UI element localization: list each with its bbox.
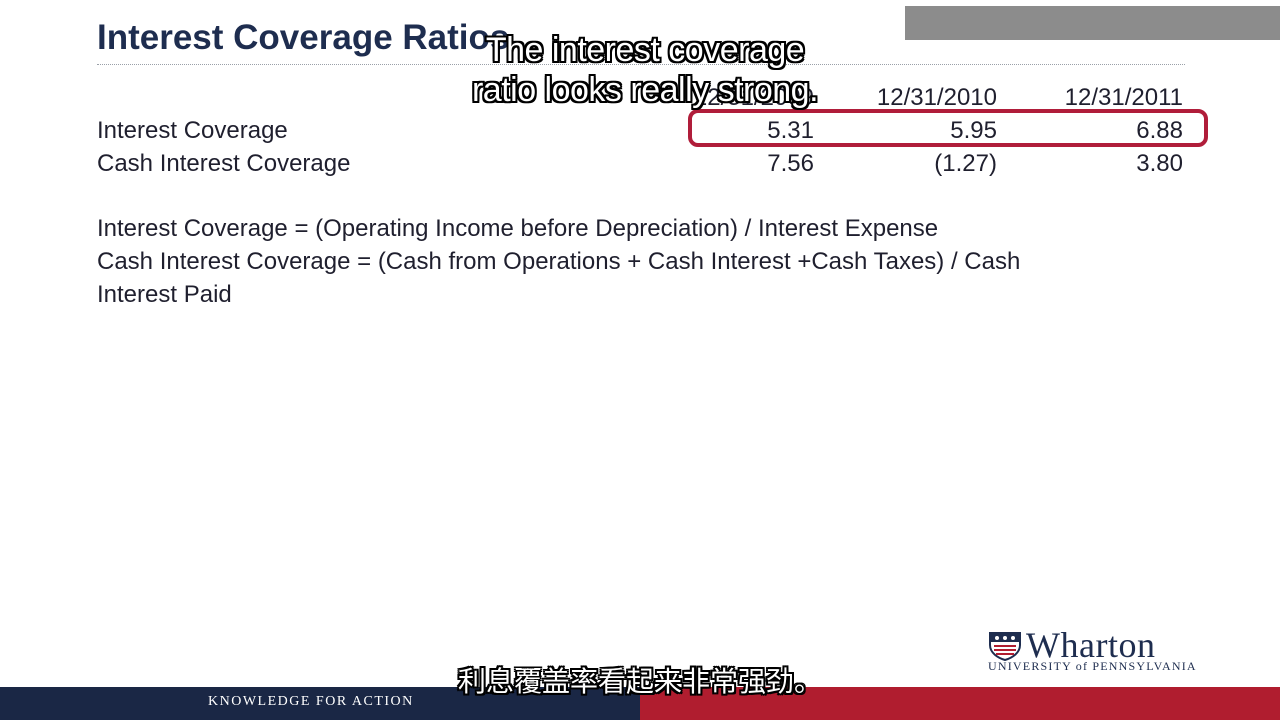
logo-subtitle: UNIVERSITY of PENNSYLVANIA [988, 659, 1197, 673]
column-header-2011: 12/31/2011 [1064, 84, 1183, 111]
top-gray-bar [905, 6, 1280, 40]
title-divider [97, 64, 1185, 65]
slide-title: Interest Coverage Ratios [97, 18, 510, 57]
english-subtitle-line-1: The interest coverage [485, 31, 805, 69]
table-cell: 3.80 [1136, 150, 1183, 177]
logo-wordmark: Wharton [1026, 625, 1156, 665]
penn-shield-icon [989, 632, 1021, 661]
english-subtitle-line-2: ratio looks really strong. [471, 71, 819, 109]
table-cell: 5.95 [950, 117, 997, 144]
formula-cash-interest-coverage-cont: Interest Paid [97, 281, 232, 308]
formula-interest-coverage: Interest Coverage = (Operating Income be… [97, 215, 939, 242]
column-header-2010: 12/31/2010 [876, 84, 997, 111]
row-label-cash-interest-coverage: Cash Interest Coverage [97, 150, 351, 177]
table-cell: 6.88 [1136, 117, 1183, 144]
table-cell: (1.27) [934, 150, 997, 177]
chinese-subtitle: 利息覆盖率看起来非常强劲。 [457, 666, 822, 697]
table-cell: 7.56 [767, 150, 814, 177]
formula-cash-interest-coverage: Cash Interest Coverage = (Cash from Oper… [97, 248, 1021, 275]
highlight-annotation-box [688, 109, 1208, 147]
column-header-2009: 12/31/2009 [693, 84, 814, 111]
row-label-interest-coverage: Interest Coverage [97, 117, 288, 144]
footer-red-band [640, 687, 1280, 720]
english-subtitle: The interest coverage ratio looks really… [440, 30, 850, 110]
footer-tagline: KNOWLEDGE FOR ACTION [208, 694, 414, 709]
footer-navy-band [0, 687, 640, 720]
wharton-logo: Wharton UNIVERSITY of PENNSYLVANIA [988, 625, 1196, 673]
table-cell: 5.31 [767, 117, 814, 144]
